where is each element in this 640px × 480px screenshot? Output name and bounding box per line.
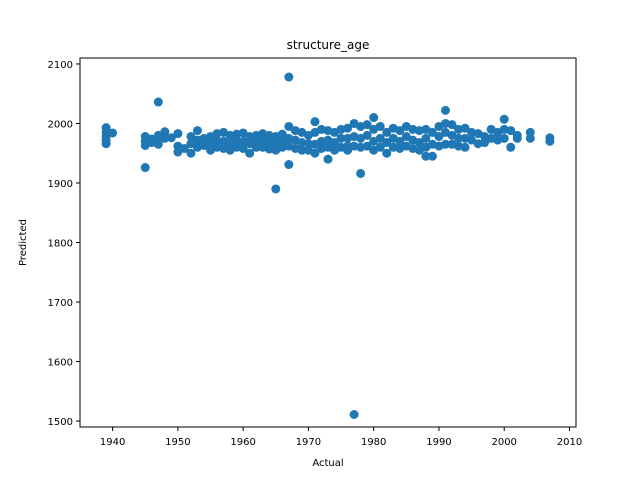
x-tick-label: 2000: [491, 437, 516, 448]
data-point: [186, 148, 196, 158]
data-point: [330, 138, 340, 148]
y-tick-label: 1800: [48, 239, 73, 250]
data-point: [310, 117, 320, 127]
y-tick-label: 2000: [48, 119, 73, 130]
data-point: [480, 138, 490, 148]
data-point: [506, 126, 516, 136]
data-point: [179, 143, 189, 153]
x-axis: 1940 1950 1960 1970 1980 1990 2000 2010: [100, 427, 582, 448]
data-point: [310, 148, 320, 158]
data-point: [238, 143, 248, 153]
data-point: [349, 410, 359, 419]
data-point: [375, 142, 385, 152]
y-tick-label: 1900: [48, 179, 73, 190]
x-tick-label: 2010: [557, 437, 582, 448]
data-point: [343, 145, 353, 155]
y-tick-label: 1600: [48, 358, 73, 369]
y-tick-label: 2100: [48, 60, 73, 71]
x-tick-label: 1970: [296, 437, 321, 448]
data-point: [382, 127, 392, 137]
data-point: [499, 133, 509, 143]
data-point: [440, 105, 450, 115]
data-point: [192, 126, 202, 136]
data-point: [297, 145, 307, 155]
y-axis: 1500 1600 1700 1800 1900 2000 2100: [48, 60, 80, 428]
data-point: [427, 127, 437, 137]
data-point: [460, 142, 470, 152]
data-point: [427, 151, 437, 161]
data-point: [440, 139, 450, 149]
data-point: [421, 151, 431, 161]
data-point: [173, 129, 183, 139]
data-point: [362, 141, 372, 151]
data-point: [160, 133, 170, 143]
data-point: [499, 114, 509, 124]
data-point: [375, 121, 385, 131]
data-point: [506, 142, 516, 152]
data-point: [108, 128, 118, 138]
data-point: [303, 139, 313, 149]
data-point: [421, 133, 431, 143]
data-point: [284, 160, 294, 170]
data-point: [166, 133, 176, 143]
x-tick-label: 1980: [361, 437, 386, 448]
data-points: [101, 72, 555, 419]
y-tick-label: 1700: [48, 298, 73, 309]
data-point: [382, 148, 392, 158]
data-point: [153, 139, 163, 149]
data-point: [512, 133, 522, 143]
data-point: [375, 133, 385, 143]
data-point: [460, 123, 470, 133]
data-point: [525, 133, 535, 143]
data-point: [545, 136, 555, 146]
data-point: [447, 120, 457, 130]
data-point: [414, 138, 424, 148]
data-point: [245, 148, 255, 158]
data-point: [284, 121, 294, 131]
data-point: [369, 113, 379, 123]
data-point: [362, 120, 372, 130]
data-point: [356, 168, 366, 178]
data-point: [277, 129, 287, 139]
y-axis-label: Predicted: [18, 219, 29, 266]
data-point: [271, 184, 281, 194]
data-point: [362, 130, 372, 140]
data-point: [454, 133, 464, 143]
data-point: [343, 123, 353, 133]
data-point: [395, 136, 405, 146]
x-axis-label: Actual: [312, 458, 343, 469]
data-point: [160, 127, 170, 137]
data-point: [395, 126, 405, 136]
data-point: [323, 154, 333, 164]
x-tick-label: 1950: [165, 437, 190, 448]
data-point: [336, 133, 346, 143]
data-point: [284, 72, 294, 82]
data-point: [140, 163, 150, 173]
y-tick-label: 1500: [48, 417, 73, 428]
data-point: [101, 139, 111, 149]
data-point: [212, 136, 222, 146]
data-point: [434, 132, 444, 142]
chart-title: structure_age: [287, 38, 370, 52]
x-tick-label: 1940: [100, 437, 125, 448]
data-point: [251, 142, 261, 152]
data-point: [153, 97, 163, 107]
plot-frame: [79, 57, 577, 428]
x-tick-label: 1990: [426, 437, 451, 448]
data-point: [382, 138, 392, 148]
x-tick-label: 1960: [230, 437, 255, 448]
